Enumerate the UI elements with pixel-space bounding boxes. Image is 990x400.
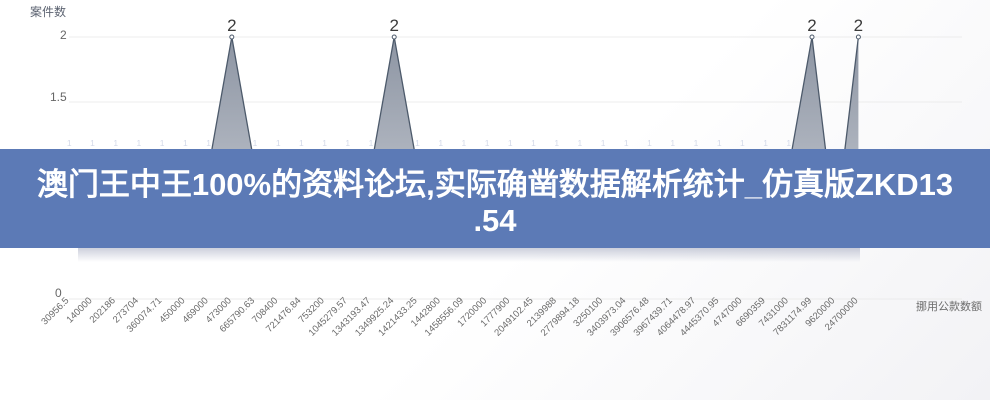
- svg-text:1: 1: [299, 138, 304, 148]
- svg-text:1: 1: [485, 138, 490, 148]
- svg-text:1: 1: [206, 138, 211, 148]
- svg-text:1: 1: [578, 138, 583, 148]
- svg-text:1: 1: [137, 138, 142, 148]
- svg-text:1: 1: [276, 138, 281, 148]
- svg-text:1: 1: [369, 138, 374, 148]
- svg-text:1: 1: [531, 138, 536, 148]
- svg-text:2: 2: [227, 16, 236, 35]
- svg-text:1: 1: [415, 138, 420, 148]
- svg-text:1: 1: [694, 138, 699, 148]
- svg-text:1: 1: [462, 138, 467, 148]
- svg-text:1: 1: [763, 138, 768, 148]
- svg-text:1: 1: [740, 138, 745, 148]
- svg-text:1: 1: [345, 138, 350, 148]
- svg-text:1: 1: [438, 138, 443, 148]
- svg-text:2: 2: [389, 16, 398, 35]
- svg-text:2: 2: [807, 16, 816, 35]
- svg-text:1: 1: [90, 138, 95, 148]
- svg-text:1: 1: [786, 138, 791, 148]
- svg-text:1: 1: [624, 138, 629, 148]
- svg-text:1: 1: [670, 138, 675, 148]
- svg-text:30956.5: 30956.5: [39, 295, 71, 327]
- svg-text:1: 1: [113, 138, 118, 148]
- svg-text:1: 1: [717, 138, 722, 148]
- svg-text:1: 1: [67, 138, 72, 148]
- svg-text:1: 1: [601, 138, 606, 148]
- svg-text:1: 1: [322, 138, 327, 148]
- svg-text:1: 1: [160, 138, 165, 148]
- svg-text:1: 1: [183, 138, 188, 148]
- svg-text:1: 1: [508, 138, 513, 148]
- svg-text:1: 1: [647, 138, 652, 148]
- svg-text:2: 2: [854, 16, 863, 35]
- svg-text:1: 1: [554, 138, 559, 148]
- svg-text:1: 1: [253, 138, 258, 148]
